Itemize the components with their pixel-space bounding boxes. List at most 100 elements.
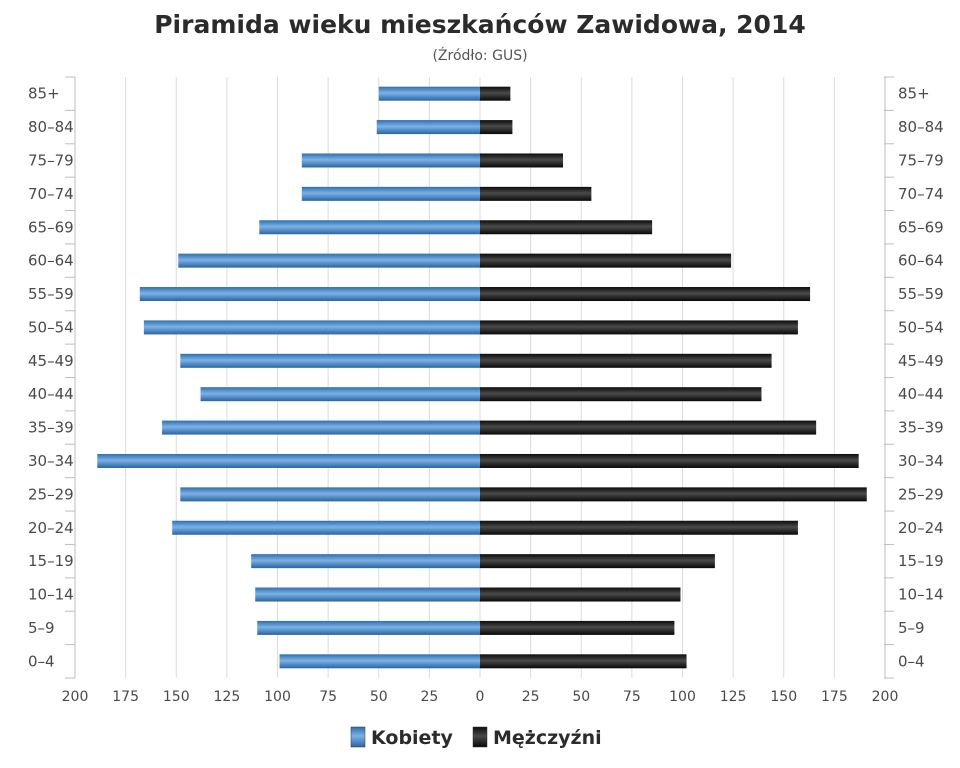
bar-female-4 [172, 520, 480, 535]
bar-female-16 [376, 120, 480, 135]
bar-male-2 [480, 587, 681, 602]
legend-label-male: Mężczyźni [493, 727, 602, 749]
x-tick-label: 175 [112, 689, 139, 705]
bar-female-9 [180, 353, 481, 368]
bar-female-13 [259, 220, 480, 235]
category-label-left: 15–19 [28, 552, 74, 570]
bar-group [97, 86, 867, 669]
bar-male-9 [480, 353, 772, 368]
x-tick-label: 125 [720, 689, 747, 705]
category-label-right: 40–44 [898, 385, 944, 403]
category-label-right: 30–34 [898, 452, 944, 470]
bar-female-12 [178, 253, 480, 268]
grid-lines [65, 76, 894, 679]
category-label-right: 15–19 [898, 552, 944, 570]
bar-male-4 [480, 520, 798, 535]
category-labels: 0–4 0–4 5–9 5–9 10–14 10–14 15–19 15–19 20–24 20–… [28, 85, 944, 671]
bar-female-10 [143, 320, 480, 335]
category-label-left: 30–34 [28, 452, 74, 470]
bar-male-13 [480, 220, 653, 235]
category-label-left: 60–64 [28, 252, 74, 270]
bar-male-15 [480, 153, 564, 168]
category-label-left: 50–54 [28, 318, 74, 336]
x-tick-label: 100 [669, 689, 696, 705]
category-label-left: 65–69 [28, 218, 74, 236]
category-label-right: 20–24 [898, 519, 944, 537]
x-tick-label: 50 [370, 689, 388, 705]
bar-female-15 [301, 153, 480, 168]
chart-subtitle: (Źródło: GUS) [432, 46, 527, 64]
category-label-right: 75–79 [898, 151, 944, 169]
legend: Kobiety Mężczyźni [350, 726, 602, 749]
bar-female-2 [255, 587, 480, 602]
category-label-left: 55–59 [28, 285, 74, 303]
bar-male-6 [480, 453, 859, 468]
bar-male-8 [480, 387, 762, 402]
category-label-right: 55–59 [898, 285, 944, 303]
legend-label-female: Kobiety [371, 727, 454, 749]
x-tick-label: 100 [264, 689, 291, 705]
bar-female-17 [378, 86, 480, 101]
category-label-right: 85+ [898, 85, 930, 103]
category-label-right: 35–39 [898, 419, 944, 437]
x-tick-label: 25 [420, 689, 438, 705]
x-axis-ticks: 200 175 150 125 100 75 50 25 0 25 50 75 100 125 150 175… [62, 689, 899, 705]
x-tick-label: 25 [522, 689, 540, 705]
bar-male-14 [480, 186, 592, 201]
x-tick-label: 75 [623, 689, 641, 705]
bar-male-16 [480, 120, 513, 135]
category-label-right: 10–14 [898, 586, 944, 604]
bar-male-7 [480, 420, 817, 435]
bar-male-1 [480, 620, 675, 635]
category-label-right: 5–9 [898, 619, 925, 637]
bar-female-11 [139, 287, 481, 302]
category-label-left: 10–14 [28, 586, 74, 604]
bar-female-8 [200, 387, 481, 402]
x-tick-label: 75 [319, 689, 337, 705]
category-label-right: 80–84 [898, 118, 944, 136]
legend-swatch-female [350, 726, 366, 748]
category-label-left: 45–49 [28, 352, 74, 370]
bar-female-14 [301, 186, 480, 201]
x-tick-label: 200 [872, 689, 899, 705]
x-tick-label: 150 [163, 689, 190, 705]
category-label-left: 85+ [28, 85, 60, 103]
category-label-left: 25–29 [28, 485, 74, 503]
x-tick-label: 125 [214, 689, 241, 705]
category-label-right: 0–4 [898, 652, 925, 670]
category-label-right: 70–74 [898, 185, 944, 203]
category-label-right: 60–64 [898, 252, 944, 270]
category-label-left: 75–79 [28, 151, 74, 169]
category-label-right: 50–54 [898, 318, 944, 336]
category-label-left: 70–74 [28, 185, 74, 203]
bar-female-5 [180, 487, 481, 502]
bar-male-11 [480, 287, 811, 302]
bar-male-0 [480, 654, 687, 669]
category-label-right: 25–29 [898, 485, 944, 503]
category-label-left: 40–44 [28, 385, 74, 403]
bar-male-3 [480, 554, 715, 569]
x-tick-label: 50 [572, 689, 590, 705]
category-label-left: 35–39 [28, 419, 74, 437]
bar-male-10 [480, 320, 798, 335]
bar-male-5 [480, 487, 867, 502]
bar-male-12 [480, 253, 732, 268]
chart-title: Piramida wieku mieszkańców Zawidowa, 201… [154, 10, 806, 39]
category-label-left: 5–9 [28, 619, 55, 637]
category-label-right: 45–49 [898, 352, 944, 370]
x-tick-label: 200 [62, 689, 89, 705]
bar-female-6 [97, 453, 481, 468]
category-label-left: 0–4 [28, 652, 55, 670]
bar-female-1 [257, 620, 480, 635]
category-label-left: 20–24 [28, 519, 74, 537]
x-tick-label: 0 [476, 689, 485, 705]
category-label-left: 80–84 [28, 118, 74, 136]
x-tick-label: 150 [770, 689, 797, 705]
bar-female-3 [251, 554, 480, 569]
bar-female-7 [162, 420, 480, 435]
bar-male-17 [480, 86, 511, 101]
category-label-right: 65–69 [898, 218, 944, 236]
legend-swatch-male [472, 726, 488, 748]
